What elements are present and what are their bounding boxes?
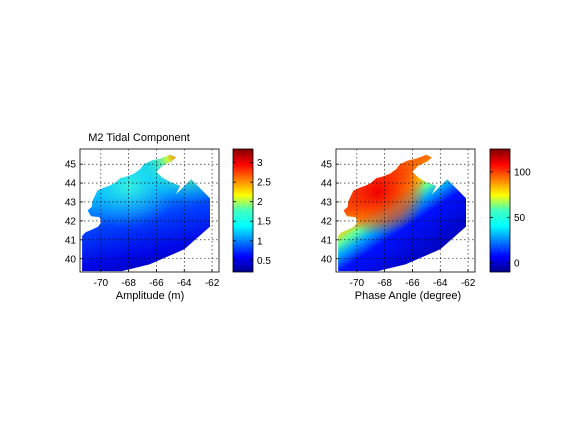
phase-x-tick-label: -66 [405,278,420,289]
amplitude-xlabel: Amplitude (m) [116,290,184,302]
phase-colorbar-tick-label: 100 [514,167,531,178]
phase-y-ticks: 40 41 42 43 44 45 [321,160,339,265]
amplitude-colorbar [232,148,254,273]
amplitude-y-tick-label: 40 [65,254,77,265]
amplitude-grid [80,149,219,272]
phase-y-tick-label: 42 [321,216,333,227]
amplitude-x-tick-label: -68 [121,278,136,289]
amplitude-colorbar-tick-label: 2.5 [257,178,271,189]
amplitude-colorbar-tick-label: 3 [257,158,263,169]
amplitude-x-tick-label: -70 [94,278,109,289]
amplitude-y-ticks: 40 41 42 43 44 45 [65,160,83,265]
phase-y-tick-label: 43 [321,197,333,208]
phase-x-tick-label: -62 [461,278,476,289]
phase-colorbar-ticks: 0 50 100 [490,167,531,269]
phase-x-tick-label: -70 [350,278,365,289]
phase-y-tick-label: 40 [321,254,333,265]
amplitude-colorbar-tick-label: 1 [257,236,263,247]
amplitude-colorbar-tick-label: 0.5 [257,256,271,267]
phase-x-tick-label: -64 [433,278,448,289]
amplitude-colorbar-tick-label: 1.5 [257,217,271,228]
amplitude-y-tick-label: 42 [65,216,77,227]
phase-y-tick-label: 44 [321,179,333,190]
amplitude-panel: M2 Tidal Component -70 -68 -66 -64 -62 40414… [65,132,271,302]
amplitude-colorbar-tick-label: 2 [257,197,263,208]
phase-colorbar [489,148,511,273]
amplitude-y-tick-label: 45 [65,160,77,171]
phase-panel: -70 -68 -66 -64 -62 40 41 42 43 44 45 Phase Angle… [321,148,531,302]
phase-y-tick-label: 41 [321,235,333,246]
phase-colorbar-tick-label: 50 [514,213,526,224]
phase-x-tick-label: -68 [377,278,392,289]
phase-xlabel: Phase Angle (degree) [355,290,461,302]
phase-colorbar-tick-label: 0 [514,258,520,269]
amplitude-title: M2 Tidal Component [88,132,190,144]
amplitude-x-tick-label: -64 [177,278,192,289]
phase-x-ticks: -70 -68 -66 -64 -62 [350,269,476,289]
amplitude-x-ticks: -70 -68 -66 -64 -62 [94,269,220,289]
amplitude-colorbar-ticks: 0.5 1 1.5 2 2.5 3 [233,158,271,267]
amplitude-y-tick-label: 43 [65,197,77,208]
amplitude-y-tick-label: 41 [65,235,77,246]
amplitude-y-tick-label: 44 [65,179,77,190]
phase-y-tick-label: 45 [321,160,333,171]
amplitude-x-tick-label: -66 [149,278,164,289]
amplitude-x-tick-label: -62 [205,278,220,289]
phase-grid [336,149,475,272]
